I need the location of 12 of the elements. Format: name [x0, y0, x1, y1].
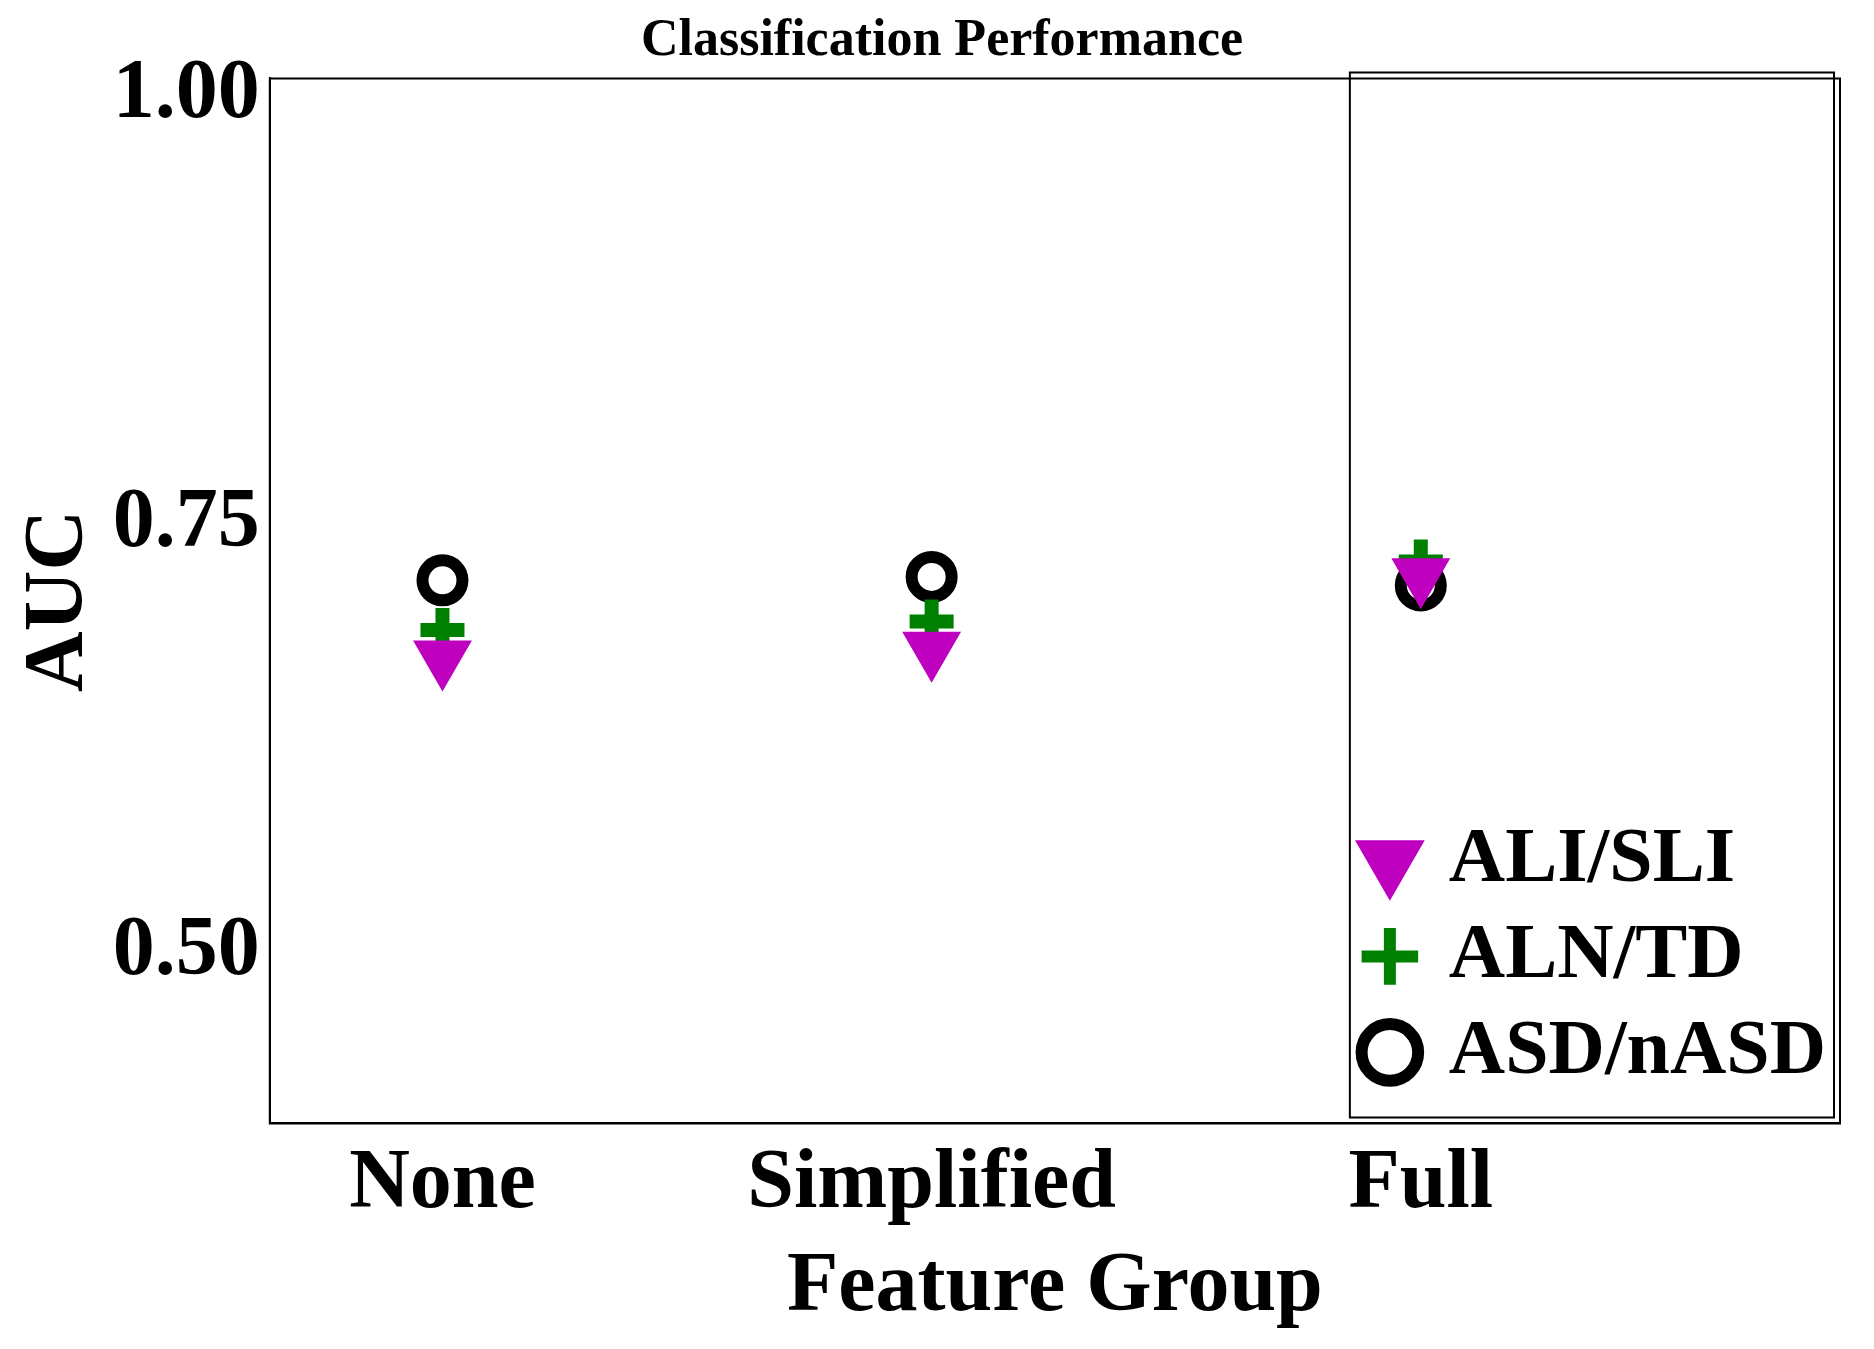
x-axis-title: Feature Group — [786, 1235, 1323, 1329]
x-tick-label: None — [349, 1131, 536, 1225]
legend-label: ALN/TD — [1448, 906, 1744, 994]
chart-title: Classification Performance — [640, 8, 1244, 66]
y-tick-label: 0.50 — [112, 898, 260, 992]
legend-label: ALI/SLI — [1448, 810, 1736, 898]
legend-label: ASD/nASD — [1448, 1002, 1827, 1090]
y-tick-label: 1.00 — [112, 42, 260, 136]
x-tick-label: Simplified — [747, 1131, 1116, 1225]
y-tick-label: 0.75 — [112, 470, 260, 564]
x-tick-label: Full — [1348, 1131, 1494, 1225]
y-axis-title: AUC — [7, 509, 101, 692]
